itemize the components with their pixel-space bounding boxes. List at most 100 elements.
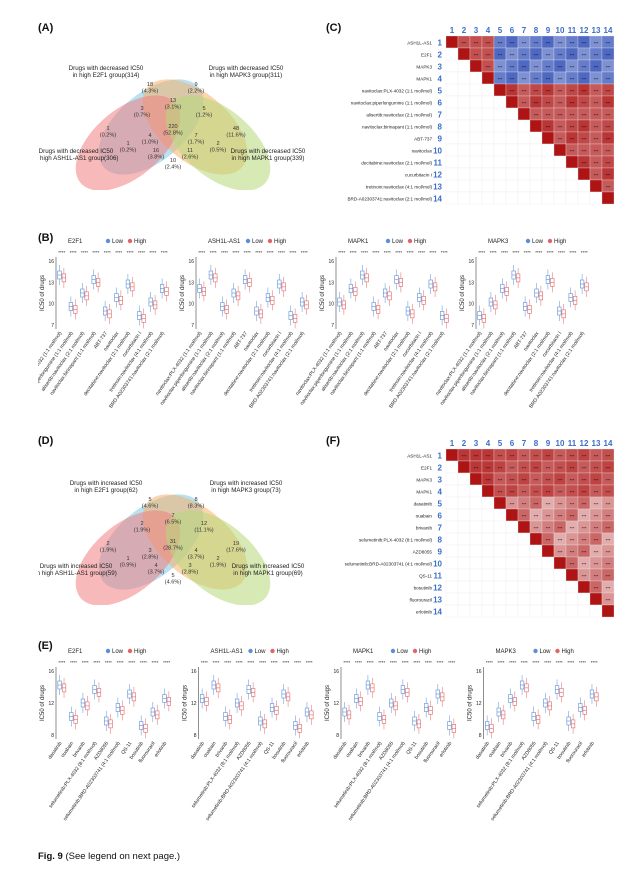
heat-f-cell-stars: *** bbox=[582, 573, 587, 578]
box-b-y-tick-3: 16 bbox=[468, 259, 474, 265]
heat-c-cell bbox=[517, 143, 531, 157]
box-b-stars: **** bbox=[149, 250, 156, 255]
heat-c-cell bbox=[457, 59, 471, 73]
heat-f-col-number: 3 bbox=[474, 439, 479, 448]
heat-c-row-label: alisertib:navitoclax (2:1 mol/mol) bbox=[366, 113, 432, 118]
box-e-y-label-2: IC50 of drugs bbox=[325, 685, 331, 721]
heat-c-cell bbox=[517, 107, 531, 121]
venn-d-set-ellipse-3 bbox=[165, 510, 271, 605]
heat-f-cell-stars: *** bbox=[498, 489, 503, 494]
heat-f-cell-stars: *** bbox=[606, 585, 611, 590]
heat-f-cell-stars: *** bbox=[522, 453, 527, 458]
heat-f-row-label: brivanib bbox=[416, 526, 433, 531]
box-e-stars: **** bbox=[390, 660, 397, 665]
heat-c-cell-stars: *** bbox=[522, 100, 527, 105]
heat-c-cell bbox=[469, 167, 483, 181]
heat-c-row-number: 10 bbox=[433, 146, 442, 155]
heat-c-cell bbox=[541, 131, 555, 145]
heat-f-cell bbox=[481, 592, 495, 606]
heat-c-row-number: 11 bbox=[434, 158, 443, 167]
box-b-stars: **** bbox=[127, 250, 134, 255]
box-e-legend-high-dot-2 bbox=[412, 648, 418, 654]
heat-f-cell bbox=[445, 484, 459, 498]
heat-c-cell-stars: *** bbox=[486, 64, 491, 69]
heat-c-cell-stars: *** bbox=[546, 112, 551, 117]
box-e-y-tick-2: 8 bbox=[336, 733, 339, 739]
heat-f-cell bbox=[445, 580, 459, 594]
heat-c-cell bbox=[457, 107, 471, 121]
heat-f-cell-stars: *** bbox=[510, 477, 515, 482]
heat-f-cell bbox=[529, 592, 543, 606]
heat-c-cell-stars: *** bbox=[474, 40, 479, 45]
box-e-y-tick-0: 8 bbox=[51, 733, 54, 739]
heat-f-cell bbox=[553, 568, 567, 582]
box-b-legend-low-0: Low bbox=[112, 239, 124, 245]
heat-c-col-number: 2 bbox=[462, 26, 467, 35]
heat-c-cell-stars: *** bbox=[558, 40, 563, 45]
box-e-stars: **** bbox=[117, 660, 124, 665]
heat-f-cell-stars: *** bbox=[546, 465, 551, 470]
box-e-stars: **** bbox=[579, 660, 586, 665]
heat-c-cell bbox=[505, 191, 519, 205]
heat-f-cell bbox=[445, 520, 459, 534]
heat-c-cell bbox=[469, 179, 483, 193]
box-b-stars: **** bbox=[384, 250, 391, 255]
heat-c-cell-stars: *** bbox=[582, 40, 587, 45]
heat-c-cell bbox=[589, 191, 603, 205]
heat-c-cell-stars: *** bbox=[606, 52, 611, 57]
heat-f-cell-stars: *** bbox=[498, 477, 503, 482]
heat-c-cell bbox=[541, 191, 555, 205]
box-b-stars: **** bbox=[301, 250, 308, 255]
heat-f-cell-stars: *** bbox=[582, 513, 587, 518]
heat-f-cell bbox=[469, 508, 483, 522]
heat-f-cell-stars: *** bbox=[474, 465, 479, 470]
heat-c-cell-stars: *** bbox=[594, 148, 599, 153]
heat-f-cell bbox=[457, 460, 471, 474]
box-e-stars: **** bbox=[236, 660, 243, 665]
box-e-y-tick-3: 12 bbox=[476, 701, 482, 707]
heat-f-cell bbox=[493, 508, 507, 522]
heat-c-cell bbox=[553, 143, 567, 157]
box-e-stars: **** bbox=[532, 660, 539, 665]
heat-f-cell-stars: *** bbox=[570, 453, 575, 458]
heat-c-cell-stars: *** bbox=[594, 64, 599, 69]
heat-f-cell-stars: *** bbox=[558, 513, 563, 518]
box-b-stars: **** bbox=[441, 250, 448, 255]
heat-c-cell bbox=[445, 83, 459, 97]
box-e-stars: **** bbox=[402, 660, 409, 665]
heat-f-row-label: bosutinib bbox=[414, 586, 433, 591]
heat-c-row-number: 13 bbox=[433, 182, 442, 191]
venn-d-set-name-0: Drugs with increased IC50 in high E2F1 gr… bbox=[70, 480, 143, 494]
heat-f-cell bbox=[505, 604, 519, 618]
heat-f-cell bbox=[529, 532, 543, 546]
heat-c-cell bbox=[529, 119, 543, 133]
heat-c-row-label: BRD-A02303741:navitoclax (2:1 mol/mol) bbox=[347, 197, 432, 202]
box-e-gene-title-3: MAPK3 bbox=[496, 649, 517, 655]
heat-f-cell-stars: *** bbox=[486, 465, 491, 470]
venn-a-region-label-11: 2 (0.5%) bbox=[210, 141, 227, 154]
heat-f-cell-stars: *** bbox=[522, 513, 527, 518]
heat-c-cell-stars: *** bbox=[522, 52, 527, 57]
heat-f-cell bbox=[481, 496, 495, 510]
heat-f-row-label: AZD8055 bbox=[413, 550, 433, 555]
box-b-y-tick-1: 7 bbox=[191, 323, 194, 329]
heat-f-cell-stars: *** bbox=[606, 573, 611, 578]
heat-c-cell bbox=[505, 95, 519, 109]
heat-c-row-label: MAPK1 bbox=[416, 77, 432, 82]
heat-f-cell-stars: *** bbox=[546, 489, 551, 494]
heat-f-cell bbox=[517, 532, 531, 546]
box-e-y-tick-1: 8 bbox=[194, 733, 197, 739]
heat-c-cell-stars: *** bbox=[594, 112, 599, 117]
heat-c-cell bbox=[529, 179, 543, 193]
heat-f-row-number: 4 bbox=[438, 487, 443, 496]
heat-c-row-label: MAPK3 bbox=[416, 65, 432, 70]
heat-c-cell-stars: *** bbox=[570, 124, 575, 129]
box-e-y-tick-3: 16 bbox=[476, 669, 482, 675]
heat-c-cell bbox=[457, 191, 471, 205]
heat-f-col-number: 4 bbox=[486, 439, 491, 448]
heat-c-cell bbox=[493, 131, 507, 145]
box-e-stars: **** bbox=[343, 660, 350, 665]
box-b-legend-high-2: High bbox=[414, 239, 426, 245]
heat-c-cell-stars: *** bbox=[594, 124, 599, 129]
heat-c-cell-stars: *** bbox=[582, 88, 587, 93]
